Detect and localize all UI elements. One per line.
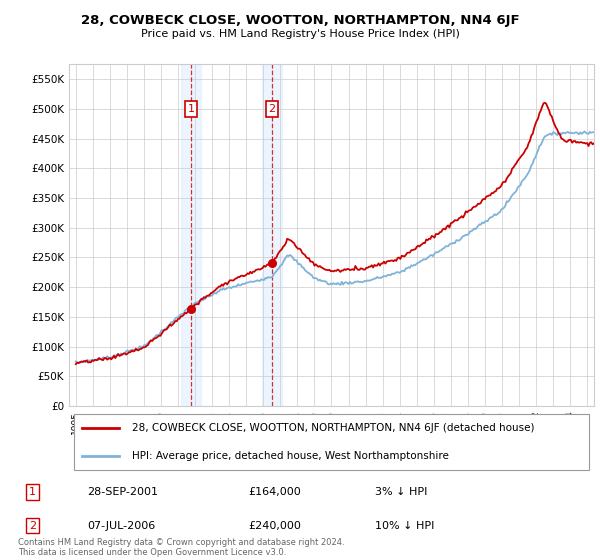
Text: 2: 2 [29,520,36,530]
Text: Price paid vs. HM Land Registry's House Price Index (HPI): Price paid vs. HM Land Registry's House … [140,29,460,39]
Text: 2: 2 [268,104,275,114]
Text: HPI: Average price, detached house, West Northamptonshire: HPI: Average price, detached house, West… [132,451,449,461]
Text: 28-SEP-2001: 28-SEP-2001 [87,487,158,497]
Text: 07-JUL-2006: 07-JUL-2006 [87,520,155,530]
Text: 1: 1 [29,487,36,497]
Text: 28, COWBECK CLOSE, WOOTTON, NORTHAMPTON, NN4 6JF: 28, COWBECK CLOSE, WOOTTON, NORTHAMPTON,… [80,14,520,27]
Text: Contains HM Land Registry data © Crown copyright and database right 2024.
This d: Contains HM Land Registry data © Crown c… [18,538,344,557]
Text: £164,000: £164,000 [248,487,301,497]
Text: 1: 1 [187,104,194,114]
Bar [262,64,282,406]
Text: 10% ↓ HPI: 10% ↓ HPI [375,520,434,530]
Text: £240,000: £240,000 [248,520,301,530]
FancyBboxPatch shape [74,414,589,470]
Bar [181,64,201,406]
Text: 3% ↓ HPI: 3% ↓ HPI [375,487,427,497]
Text: 28, COWBECK CLOSE, WOOTTON, NORTHAMPTON, NN4 6JF (detached house): 28, COWBECK CLOSE, WOOTTON, NORTHAMPTON,… [132,423,535,433]
